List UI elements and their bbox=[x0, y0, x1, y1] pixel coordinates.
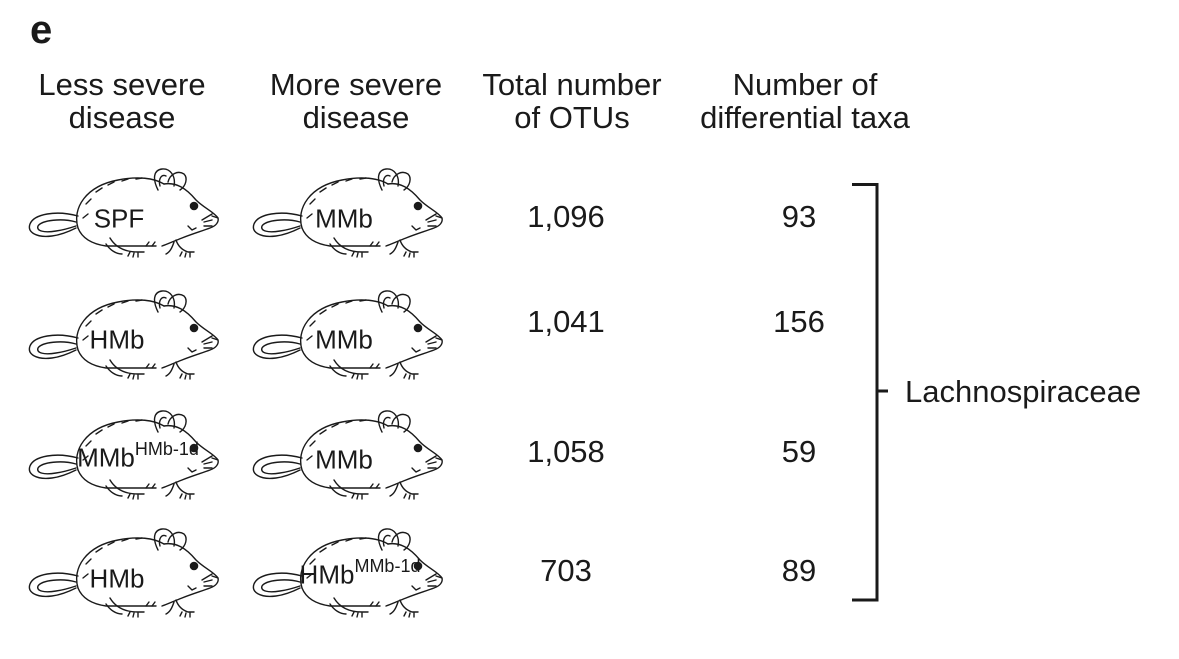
mouse-label: SPF bbox=[94, 203, 145, 232]
header-more-severe: More severe disease bbox=[269, 67, 443, 135]
grouping-bracket bbox=[852, 183, 888, 602]
differential-taxa-value: 89 bbox=[781, 553, 817, 588]
mouse-label-main: HMb bbox=[89, 324, 145, 355]
mouse-label-main: MMb bbox=[315, 324, 373, 355]
mouse-label: HMbMMb-1d bbox=[299, 556, 421, 590]
mouse-label: MMb bbox=[315, 444, 373, 473]
mouse-label: MMb bbox=[315, 324, 373, 353]
panel-letter: e bbox=[30, 8, 53, 52]
differential-taxa-value: 156 bbox=[773, 304, 825, 339]
bracket-label: Lachnospiraceae bbox=[905, 374, 1142, 409]
mouse-label-main: MMb bbox=[77, 442, 135, 473]
mouse-label-superscript: HMb-1d bbox=[134, 439, 199, 459]
mouse-label-main: HMb bbox=[89, 563, 145, 594]
mouse-label-superscript: MMb-1d bbox=[354, 556, 421, 576]
total-otus-value: 1,096 bbox=[527, 199, 605, 234]
differential-taxa-value: 59 bbox=[781, 434, 817, 469]
mouse-label: HMb bbox=[90, 324, 145, 353]
total-otus-value: 1,041 bbox=[527, 304, 605, 339]
header-differential-taxa: Number of differential taxa bbox=[700, 67, 910, 135]
header-less-severe: Less severe disease bbox=[38, 67, 206, 135]
mouse-label-main: SPF bbox=[93, 203, 145, 234]
mouse-label-main: MMb bbox=[315, 203, 373, 234]
mouse-label-main: HMb bbox=[299, 559, 355, 590]
differential-taxa-value: 93 bbox=[781, 199, 817, 234]
total-otus-value: 1,058 bbox=[527, 434, 605, 469]
mouse-label: MMbHMb-1d bbox=[77, 439, 199, 473]
mouse-label: MMb bbox=[315, 203, 373, 232]
mouse-label: HMb bbox=[90, 563, 145, 592]
mouse-label-main: MMb bbox=[315, 444, 373, 475]
total-otus-value: 703 bbox=[540, 553, 592, 588]
header-total-otus: Total number of OTUs bbox=[482, 67, 662, 135]
